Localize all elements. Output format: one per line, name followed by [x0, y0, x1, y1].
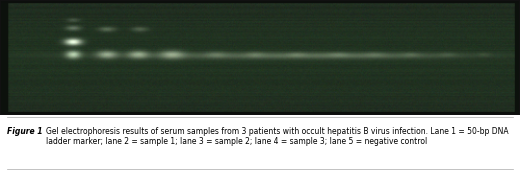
Text: Figure 1: Figure 1: [7, 127, 45, 136]
Text: Gel electrophoresis results of serum samples from 3 patients with occult hepatit: Gel electrophoresis results of serum sam…: [46, 127, 509, 146]
